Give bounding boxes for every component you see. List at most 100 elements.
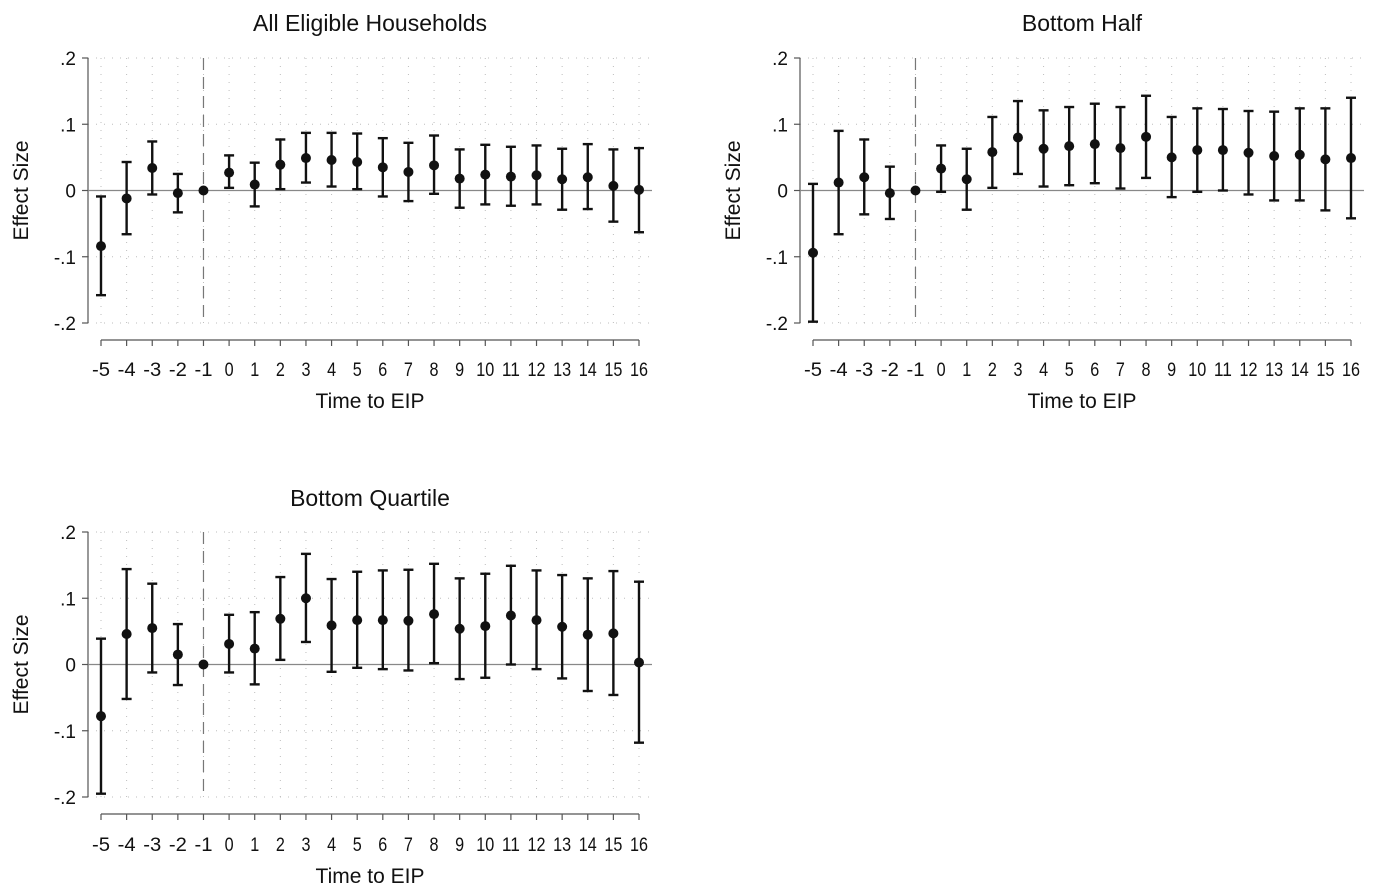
x-tick-label: 11: [502, 835, 520, 856]
estimate-point: [403, 615, 414, 626]
x-tick-label: 14: [1291, 360, 1309, 381]
estimate-point: [454, 173, 465, 184]
estimate-point: [121, 629, 132, 640]
x-tick-label: 16: [630, 835, 648, 856]
estimate-point: [557, 621, 568, 632]
estimate-point: [884, 188, 895, 199]
x-axis-title: Time to EIP: [1028, 390, 1137, 413]
estimate-point: [1217, 145, 1228, 156]
chart-title: Bottom Quartile: [290, 485, 450, 511]
estimate-point: [172, 188, 183, 199]
x-tick-label: 5: [353, 835, 362, 856]
y-tick-label: -.1: [54, 722, 76, 743]
estimate-point: [910, 185, 921, 196]
y-tick-label: -.2: [766, 314, 788, 335]
x-tick-label: 6: [378, 360, 387, 381]
x-tick-label: 9: [1167, 360, 1176, 381]
estimate-point: [224, 638, 235, 649]
x-tick-label: -3: [855, 360, 873, 381]
x-tick-label: -1: [194, 835, 212, 856]
estimate-point: [634, 184, 644, 195]
estimate-point: [505, 610, 516, 621]
estimate-point: [96, 241, 106, 252]
x-tick-label: -1: [906, 360, 924, 381]
x-tick-label: -5: [92, 835, 110, 856]
y-tick-label: .1: [772, 115, 788, 136]
x-tick-label: -2: [169, 835, 187, 856]
estimate-point: [582, 629, 593, 640]
estimate-point: [1012, 132, 1023, 143]
x-tick-label: -2: [881, 360, 899, 381]
estimate-point: [300, 153, 311, 164]
x-tick-label: -3: [143, 360, 161, 381]
estimate-point: [808, 247, 818, 258]
estimate-point: [1141, 131, 1152, 142]
x-tick-label: 1: [250, 835, 259, 856]
estimate-point: [454, 623, 465, 634]
x-tick-label: 11: [1214, 360, 1232, 381]
estimate-point: [1346, 153, 1356, 164]
estimate-point: [147, 623, 158, 634]
x-tick-label: 8: [430, 360, 439, 381]
x-tick-label: 14: [579, 835, 597, 856]
estimate-point: [557, 174, 568, 185]
estimate-point: [249, 179, 260, 190]
estimate-point: [300, 593, 311, 604]
x-tick-label: 13: [553, 360, 571, 381]
x-axis-title: Time to EIP: [316, 865, 425, 885]
x-tick-label: 10: [476, 835, 494, 856]
estimate-point: [1320, 154, 1331, 165]
x-tick-label: 3: [1013, 360, 1022, 381]
chart-panel-2: Bottom Half.2.10-.1-.2-5 -4 -3 -2 -1 0 1 2 3 4 5 6 7…: [722, 10, 1364, 413]
x-tick-label: 9: [455, 360, 464, 381]
estimate-point: [608, 628, 619, 639]
x-tick-label: 9: [455, 835, 464, 856]
estimate-point: [429, 160, 440, 171]
x-tick-label: 13: [553, 835, 571, 856]
x-tick-label: 12: [1240, 360, 1258, 381]
y-tick-label: -.2: [54, 314, 76, 335]
estimate-point: [634, 657, 644, 668]
x-tick-label: -3: [143, 835, 161, 856]
estimate-point: [833, 177, 844, 188]
y-tick-label: 0: [777, 182, 788, 203]
x-tick-label: -4: [118, 835, 136, 856]
x-tick-label: 0: [225, 360, 234, 381]
x-tick-label: -5: [804, 360, 822, 381]
estimate-point: [326, 620, 337, 631]
estimate-point: [531, 615, 542, 626]
estimate-point: [1243, 147, 1254, 158]
estimate-point: [1038, 143, 1049, 154]
estimate-point: [1115, 143, 1126, 154]
x-tick-label: -4: [118, 360, 136, 381]
estimate-point: [429, 609, 440, 620]
chart-panel-1: All Eligible Households .2 .1 0 -.1 -.2 -5 -4 -3…: [10, 10, 652, 413]
estimate-point: [582, 172, 593, 183]
x-tick-label: 12: [528, 835, 546, 856]
x-tick-label: 13: [1265, 360, 1283, 381]
x-tick-label: 3: [301, 360, 310, 381]
y-axis-title: Effect Size: [10, 141, 33, 241]
x-tick-label: -5: [92, 360, 110, 381]
estimate-point: [1294, 149, 1305, 160]
x-tick-label: 6: [378, 835, 387, 856]
x-tick-label: 0: [937, 360, 946, 381]
x-tick-label: 3: [301, 835, 310, 856]
estimate-point: [1269, 151, 1280, 162]
x-tick-label: -2: [169, 360, 187, 381]
x-tick-label: 14: [579, 360, 597, 381]
estimate-point: [859, 172, 870, 183]
x-tick-label: 4: [1039, 360, 1048, 381]
y-tick-label: .1: [60, 589, 76, 610]
x-tick-label: 8: [430, 835, 439, 856]
y-tick-label: .2: [60, 49, 76, 70]
estimate-point: [121, 193, 132, 204]
x-tick-label: 10: [1188, 360, 1206, 381]
x-tick-label: 2: [276, 835, 285, 856]
y-axis-title: Effect Size: [722, 141, 745, 241]
chart-panel-3: Bottom Quartile.2.10-.1-.2-5 -4 -3 -2 -1 0 1 2 3…: [10, 485, 652, 885]
estimate-point: [249, 643, 260, 654]
estimate-point: [275, 613, 286, 624]
x-tick-label: 5: [353, 360, 362, 381]
x-axis-title: Time to EIP: [316, 390, 425, 413]
